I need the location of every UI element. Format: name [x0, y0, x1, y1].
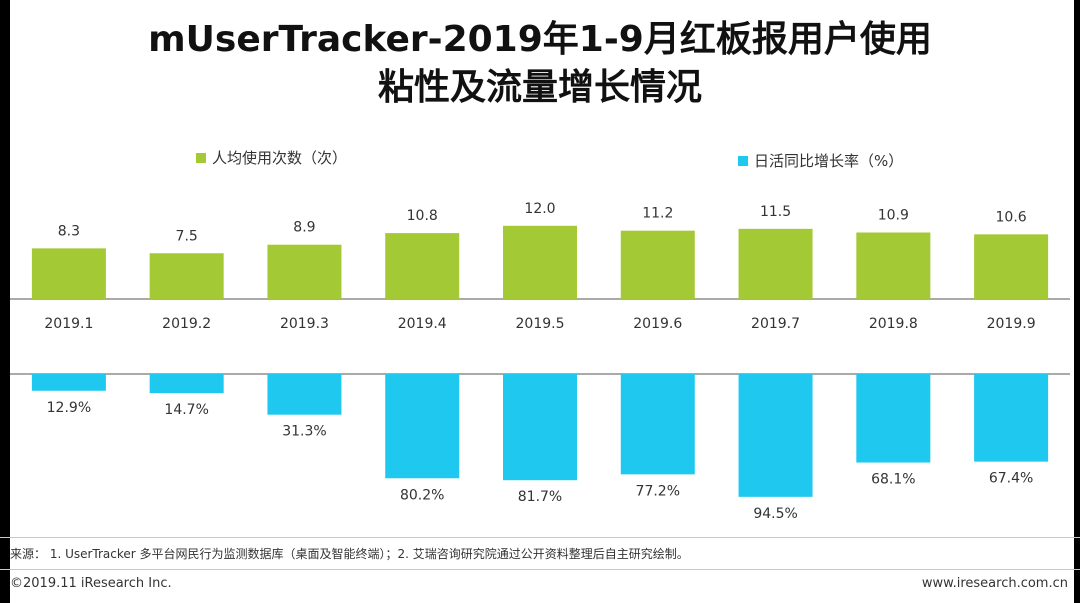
- chart-title-line-2: 粘性及流量增长情况: [377, 67, 702, 108]
- dau-growth-bar: [267, 374, 342, 415]
- copyright: ©2019.11 iResearch Inc.: [10, 576, 172, 591]
- usage-count-bar: [149, 253, 224, 299]
- usage-count-label: 8.3: [58, 223, 80, 239]
- footer-divider-bottom: [0, 569, 1080, 570]
- legend-label-usage-count: 人均使用次数（次）: [212, 149, 348, 167]
- usage-count-bar: [620, 230, 695, 299]
- legend-series-1: 人均使用次数（次）: [196, 147, 347, 168]
- x-tick-label: 2019.4: [398, 316, 447, 332]
- x-tick-label: 2019.3: [280, 316, 329, 332]
- usage-count-label: 8.9: [293, 220, 315, 236]
- dau-growth-label: 80.2%: [400, 487, 444, 503]
- usage-count-bar: [267, 244, 342, 299]
- usage-count-label: 10.9: [878, 208, 909, 224]
- usage-count-label: 7.5: [176, 228, 198, 244]
- left-frame-edge: [0, 0, 10, 603]
- x-tick-label: 2019.7: [751, 316, 800, 332]
- bar-chart: 8.3 2019.1 12.9% 7.5 2019.2 14.7% 8.9 2019.3 31.…: [10, 201, 1070, 522]
- x-tick-label: 2019.8: [869, 316, 918, 332]
- dau-growth-bar: [620, 374, 695, 475]
- usage-count-label: 10.8: [407, 208, 438, 224]
- x-tick-label: 2019.1: [44, 316, 93, 332]
- dau-growth-label: 77.2%: [636, 483, 680, 499]
- legend-label-dau-growth: 日活同比增长率（%）: [754, 152, 904, 170]
- chart-title-line-1: mUserTracker-2019年1-9月红板报用户使用: [148, 19, 932, 60]
- dau-growth-label: 68.1%: [871, 472, 915, 488]
- usage-count-bar: [385, 233, 460, 299]
- dau-growth-bar: [856, 374, 931, 463]
- dau-growth-label: 94.5%: [753, 506, 797, 522]
- x-tick-label: 2019.5: [516, 316, 565, 332]
- usage-count-bar: [31, 248, 106, 299]
- dau-growth-bar: [738, 374, 813, 497]
- right-frame-edge: [1074, 0, 1080, 603]
- dau-growth-label: 12.9%: [47, 400, 91, 416]
- x-tick-label: 2019.6: [633, 316, 682, 332]
- usage-count-bar: [974, 234, 1049, 299]
- dau-growth-label: 14.7%: [164, 402, 208, 418]
- usage-count-label: 10.6: [996, 209, 1027, 225]
- usage-count-label: 11.2: [642, 206, 673, 222]
- usage-count-bar: [738, 228, 813, 299]
- dau-growth-bar: [503, 374, 577, 481]
- usage-count-label: 11.5: [760, 204, 791, 220]
- dau-growth-bar: [974, 374, 1049, 462]
- x-tick-label: 2019.2: [162, 316, 211, 332]
- dau-growth-label: 31.3%: [282, 424, 326, 440]
- legend-series-2: 日活同比增长率（%）: [738, 150, 903, 171]
- usage-count-bar: [503, 225, 577, 299]
- x-tick-label: 2019.9: [987, 316, 1036, 332]
- legend-swatch-green: [196, 152, 206, 163]
- dau-growth-bar: [31, 374, 106, 391]
- usage-count-label: 12.0: [524, 201, 555, 217]
- dau-growth-label: 67.4%: [989, 471, 1033, 487]
- usage-count-bar: [856, 232, 931, 299]
- dau-growth-label: 81.7%: [518, 489, 562, 505]
- dau-growth-bar: [149, 374, 224, 394]
- footer-divider-top: [0, 537, 1080, 538]
- dau-growth-bar: [385, 374, 460, 479]
- website: www.iresearch.com.cn: [921, 576, 1068, 591]
- source-note: 来源： 1. UserTracker 多平台网民行为监测数据库（桌面及智能终端）…: [10, 547, 689, 561]
- legend-swatch-blue: [738, 155, 748, 166]
